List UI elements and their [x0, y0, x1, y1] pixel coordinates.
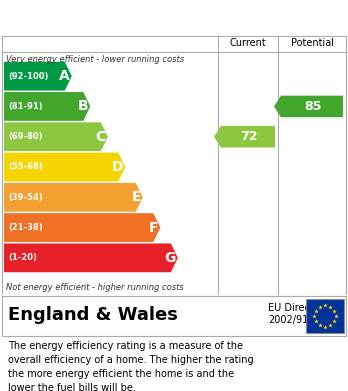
Text: The energy efficiency rating is a measure of the
overall efficiency of a home. T: The energy efficiency rating is a measur…	[8, 341, 254, 391]
Text: Not energy efficient - higher running costs: Not energy efficient - higher running co…	[6, 283, 184, 292]
Text: C: C	[96, 130, 106, 144]
Text: (69-80): (69-80)	[8, 132, 42, 141]
Text: F: F	[149, 221, 158, 235]
Text: Energy Efficiency Rating: Energy Efficiency Rating	[8, 10, 229, 25]
Text: (81-91): (81-91)	[8, 102, 42, 111]
Text: D: D	[112, 160, 123, 174]
Polygon shape	[4, 244, 178, 272]
Polygon shape	[214, 126, 275, 147]
Text: England & Wales: England & Wales	[8, 306, 178, 324]
Polygon shape	[4, 183, 143, 212]
Polygon shape	[4, 213, 160, 242]
Text: E: E	[131, 190, 141, 204]
Text: (92-100): (92-100)	[8, 72, 48, 81]
Text: Very energy efficient - lower running costs: Very energy efficient - lower running co…	[6, 55, 184, 64]
Text: Potential: Potential	[291, 38, 333, 48]
Text: Current: Current	[230, 38, 266, 48]
Text: (39-54): (39-54)	[8, 193, 42, 202]
Text: A: A	[59, 69, 70, 83]
Text: (55-68): (55-68)	[8, 163, 43, 172]
Polygon shape	[4, 92, 90, 121]
Text: G: G	[165, 251, 176, 265]
Text: (21-38): (21-38)	[8, 223, 42, 232]
Text: B: B	[78, 99, 88, 113]
Polygon shape	[4, 62, 72, 91]
Polygon shape	[4, 122, 108, 151]
Text: (1-20): (1-20)	[8, 253, 37, 262]
Polygon shape	[274, 96, 343, 117]
Text: 85: 85	[304, 100, 322, 113]
Text: EU Directive
2002/91/EC: EU Directive 2002/91/EC	[268, 303, 328, 325]
Text: 72: 72	[240, 130, 258, 143]
Polygon shape	[4, 152, 125, 181]
Bar	[306, 299, 344, 333]
